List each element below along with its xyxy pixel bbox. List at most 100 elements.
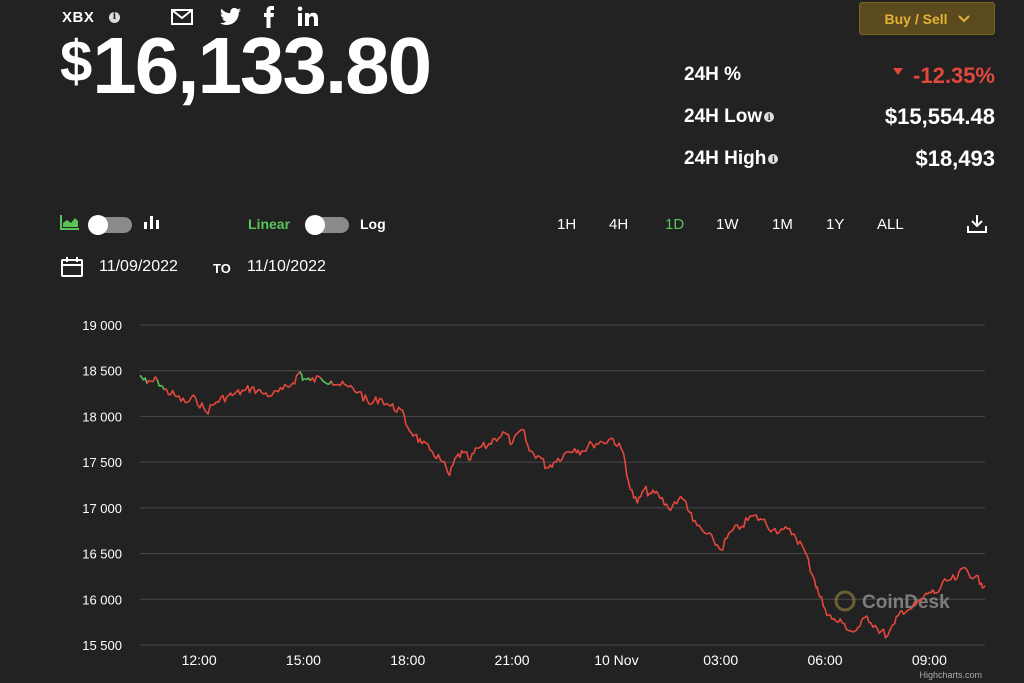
series-segment bbox=[974, 574, 983, 586]
series-segment bbox=[407, 427, 416, 437]
series-segment bbox=[156, 379, 166, 391]
x-tick-label: 06:00 bbox=[808, 652, 843, 668]
series-segment bbox=[164, 388, 176, 396]
series-segment bbox=[261, 392, 273, 398]
series-segment bbox=[194, 397, 207, 413]
series-segment bbox=[831, 617, 844, 624]
series-segment bbox=[911, 598, 923, 609]
range-button-1m[interactable]: 1M bbox=[772, 216, 793, 233]
high-value: $18,493 bbox=[915, 146, 995, 171]
series-segment bbox=[685, 501, 694, 522]
series-segment bbox=[803, 549, 816, 581]
series-segment bbox=[824, 608, 833, 620]
series-segment bbox=[980, 582, 986, 589]
series-segment bbox=[553, 453, 565, 463]
series-segment bbox=[448, 456, 458, 477]
series-segment bbox=[469, 447, 478, 461]
y-tick-label: 17 000 bbox=[82, 501, 122, 516]
series-segment bbox=[303, 377, 312, 382]
series-segment bbox=[281, 382, 294, 391]
series-segment bbox=[511, 428, 523, 445]
series-segment bbox=[876, 628, 889, 639]
series-segment bbox=[185, 394, 197, 404]
chart-type-toggle[interactable] bbox=[88, 215, 132, 235]
buy-sell-label: Buy / Sell bbox=[884, 10, 948, 27]
scale-toggle[interactable] bbox=[305, 215, 349, 235]
price-chart[interactable]: 19 000 18 500 18 000 17 500 17 000 16 500 16 0… bbox=[0, 300, 1024, 683]
series-segment bbox=[842, 622, 854, 633]
series-segment bbox=[494, 431, 506, 442]
buy-sell-button[interactable]: Buy / Sell bbox=[859, 2, 995, 35]
info-icon[interactable]: i bbox=[109, 12, 120, 23]
change-value: -12.35% bbox=[893, 63, 995, 89]
series-segment bbox=[522, 428, 531, 452]
info-icon[interactable]: i bbox=[764, 111, 775, 122]
series-segment bbox=[782, 526, 795, 536]
series-segment bbox=[455, 449, 465, 459]
high-label: 24H High i bbox=[684, 148, 779, 170]
series-segment bbox=[292, 371, 301, 385]
series-segment bbox=[400, 409, 409, 428]
calendar-icon[interactable] bbox=[60, 256, 84, 278]
range-button-4h[interactable]: 4H bbox=[609, 216, 629, 233]
range-button-1h[interactable]: 1H bbox=[557, 216, 577, 233]
y-axis: 19 000 18 500 18 000 17 500 17 000 16 500 16 0… bbox=[82, 318, 122, 653]
series-segment bbox=[713, 540, 722, 551]
linkedin-icon[interactable] bbox=[297, 6, 321, 28]
series-segment bbox=[622, 452, 632, 490]
twitter-icon[interactable] bbox=[219, 6, 243, 28]
series-segment bbox=[591, 440, 603, 449]
highcharts-credit[interactable]: Highcharts.com bbox=[919, 670, 982, 680]
y-tick-label: 16 500 bbox=[82, 547, 122, 562]
series-segment bbox=[692, 519, 704, 533]
series-segment bbox=[643, 485, 652, 497]
date-from[interactable]: 11/09/2022 bbox=[99, 258, 178, 275]
series-segment bbox=[678, 495, 687, 503]
y-tick-label: 18 000 bbox=[82, 409, 122, 424]
date-to[interactable]: 11/10/2022 bbox=[247, 258, 326, 275]
price-series bbox=[139, 371, 986, 639]
range-button-all[interactable]: ALL bbox=[877, 216, 904, 233]
email-icon[interactable] bbox=[170, 6, 194, 28]
x-tick-label: 03:00 bbox=[703, 652, 738, 668]
series-segment bbox=[946, 574, 958, 582]
range-button-1w[interactable]: 1W bbox=[716, 216, 739, 233]
date-to-label: TO bbox=[213, 261, 231, 276]
y-tick-label: 18 500 bbox=[82, 364, 122, 379]
series-segment bbox=[174, 394, 186, 404]
series-segment bbox=[720, 530, 732, 551]
chart-grid bbox=[140, 324, 985, 646]
series-segment bbox=[205, 401, 218, 415]
low-label: 24H Low i bbox=[684, 106, 775, 128]
facebook-icon[interactable] bbox=[262, 6, 276, 28]
change-label: 24H % bbox=[684, 64, 742, 85]
price-currency: $ bbox=[60, 29, 92, 94]
range-button-1y[interactable]: 1Y bbox=[826, 216, 845, 233]
area-chart-icon[interactable] bbox=[60, 214, 80, 230]
series-segment bbox=[309, 375, 322, 383]
series-segment bbox=[539, 456, 548, 470]
series-segment bbox=[668, 498, 680, 512]
series-segment bbox=[935, 578, 948, 594]
range-button-1d[interactable]: 1D bbox=[665, 216, 685, 233]
series-segment bbox=[963, 566, 976, 580]
download-icon[interactable] bbox=[966, 214, 988, 234]
series-segment bbox=[477, 441, 489, 450]
series-segment bbox=[546, 461, 555, 469]
series-segment bbox=[762, 518, 774, 533]
x-tick-label: 09:00 bbox=[912, 652, 947, 668]
info-icon[interactable]: i bbox=[768, 153, 779, 164]
series-segment bbox=[320, 377, 332, 385]
x-tick-label: 10 Nov bbox=[594, 652, 638, 668]
linear-scale-label[interactable]: Linear bbox=[248, 216, 291, 232]
series-segment bbox=[900, 607, 913, 616]
log-scale-label[interactable]: Log bbox=[360, 216, 386, 232]
series-segment bbox=[139, 374, 148, 384]
price-value: 16,133.80 bbox=[92, 21, 432, 110]
series-segment bbox=[772, 527, 784, 535]
series-segment bbox=[581, 440, 593, 452]
y-tick-label: 17 500 bbox=[82, 455, 122, 470]
series-segment bbox=[817, 591, 826, 609]
bar-chart-icon[interactable] bbox=[143, 214, 161, 230]
series-segment bbox=[893, 609, 903, 625]
